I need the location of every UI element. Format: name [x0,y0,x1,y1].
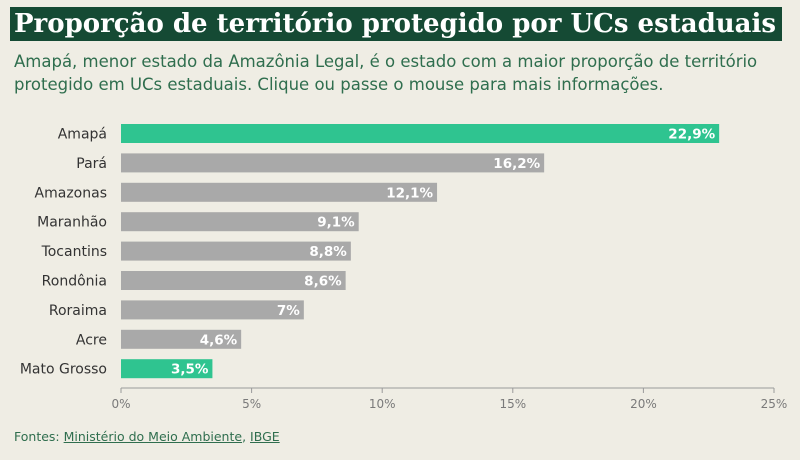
chart-subtitle: Amapá, menor estado da Amazônia Legal, é… [14,52,758,94]
x-tick-label: 25% [761,397,788,411]
value-label-para: 16,2% [493,156,540,172]
category-label-tocantins: Tocantins [41,244,107,260]
bar-para[interactable] [121,153,545,173]
category-label-para: Pará [76,156,107,172]
value-label-amazonas: 12,1% [386,185,433,201]
sources-footer: Fontes: Ministério do Meio Ambiente, IBG… [14,429,280,444]
value-label-mato-grosso: 3,5% [171,362,209,378]
sources-prefix: Fontes: [14,429,64,444]
bar-rondonia[interactable] [121,271,346,290]
value-label-acre: 4,6% [200,332,238,348]
category-label-amapa: Amapá [58,127,107,143]
category-label-amazonas: Amazonas [35,185,107,201]
bar-acre[interactable] [121,329,242,349]
category-label-maranhao: Maranhão [37,215,107,231]
category-label-acre: Acre [76,332,107,348]
bar-amazonas[interactable] [121,182,438,202]
bar-tocantins[interactable] [121,241,351,261]
bar-mato-grosso[interactable] [121,359,213,379]
x-tick-label: 10% [369,397,396,411]
chart-title: Proporção de território protegido por UC… [10,7,783,41]
source-link-ibge[interactable]: IBGE [250,429,280,444]
category-label-rondonia: Rondônia [42,274,107,290]
bar-maranhao[interactable] [121,212,359,232]
value-label-amapa: 22,9% [668,127,715,143]
value-label-maranhao: 9,1% [317,215,355,231]
x-tick-label: 20% [630,397,657,411]
x-tick-label: 15% [499,397,526,411]
category-label-roraima: Roraima [49,303,107,319]
x-tick-label: 0% [111,397,130,411]
bar-roraima[interactable] [121,300,304,320]
value-label-rondonia: 8,6% [304,274,342,290]
x-tick-label: 5% [242,397,261,411]
bar-chart: Amapá 22,9% Pará 16,2% Amazonas 12,1% Maranhão… [20,124,788,411]
sources-separator: , [242,429,251,444]
source-link-mma[interactable]: Ministério do Meio Ambiente [63,429,243,444]
value-label-roraima: 7% [277,303,300,319]
bar-amapa[interactable] [121,124,720,143]
category-label-mato-grosso: Mato Grosso [20,362,107,378]
value-label-tocantins: 8,8% [309,244,347,260]
